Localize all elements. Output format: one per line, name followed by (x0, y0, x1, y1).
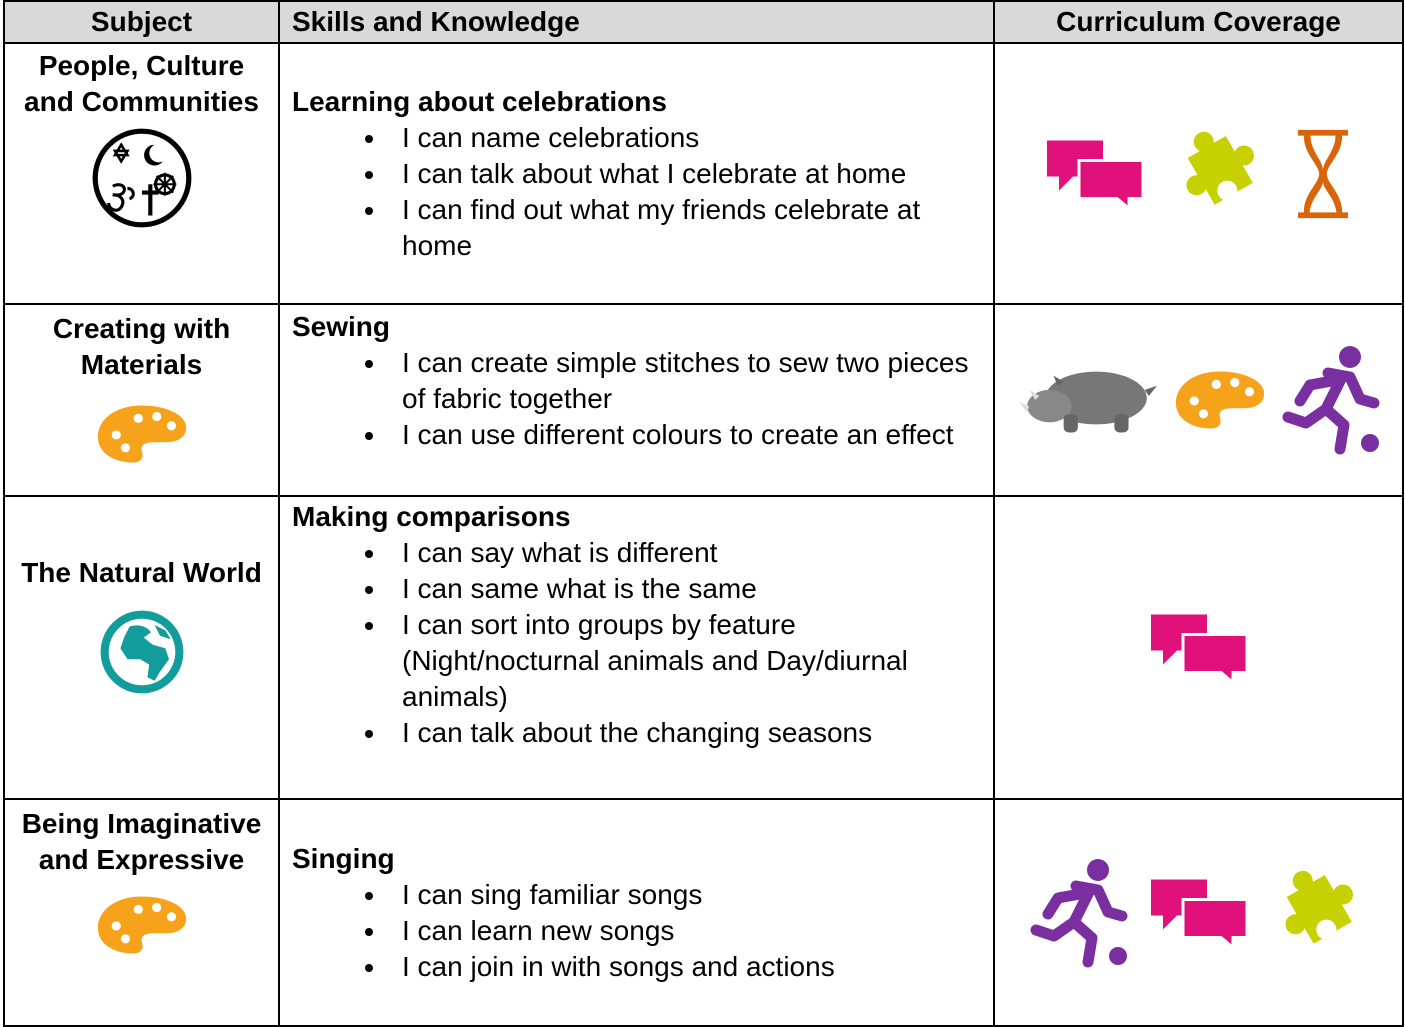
skill-list: I can sing familiar songs I can learn ne… (292, 877, 985, 985)
header-row: Subject Skills and Knowledge Curriculum … (3, 0, 1404, 44)
palette-icon (96, 401, 188, 467)
coverage-cell (993, 303, 1404, 497)
skill-item: I can talk about what I celebrate at hom… (388, 156, 985, 192)
header-cell: Skills and Knowledge (278, 0, 995, 44)
hourglass-icon (1294, 126, 1352, 222)
coverage-cell (993, 798, 1404, 1027)
skills-cell: Singing I can sing familiar songs I can … (278, 798, 995, 1027)
skill-item: I can learn new songs (388, 913, 985, 949)
puzzle-icon (1269, 863, 1369, 963)
speech-icon (1149, 610, 1249, 685)
runner-icon (1280, 345, 1380, 455)
skill-list: I can create simple stitches to sew two … (292, 345, 985, 453)
subject: Being Imaginative and Expressive (21, 808, 262, 875)
coverage-cell (993, 495, 1404, 800)
row: People, Culture and Communities Learning… (3, 42, 1404, 305)
header-cell: Curriculum Coverage (993, 0, 1404, 44)
skill-list: I can name celebrations I can talk about… (292, 120, 985, 264)
subject-cell: The Natural World (3, 495, 280, 800)
palette-icon (96, 892, 188, 958)
puzzle-icon (1170, 124, 1270, 224)
skill-item: I can find out what my friends celebrate… (388, 192, 985, 264)
subject-cell: People, Culture and Communities (3, 42, 280, 305)
skill-item: I can name celebrations (388, 120, 985, 156)
curriculum-table: Subject Skills and Knowledge Curriculum … (3, 0, 1404, 1027)
skill-item: I can sort into groups by feature (Night… (388, 607, 985, 715)
runner-icon (1028, 858, 1128, 968)
subject-cell: Creating with Materials (3, 303, 280, 497)
subject: People, Culture and Communities (24, 50, 259, 117)
skill-heading: Learning about celebrations (292, 85, 667, 117)
skill-heading: Singing (292, 842, 395, 874)
skills-cell: Learning about celebrations I can name c… (278, 42, 995, 305)
rhino-icon (1017, 359, 1159, 441)
skill-item: I can create simple stitches to sew two … (388, 345, 985, 417)
skill-item: I can same what is the same (388, 571, 985, 607)
skill-heading: Sewing (292, 311, 391, 342)
row: Creating with Materials Sewing I can cre… (3, 303, 1404, 497)
row: Being Imaginative and Expressive Singing… (3, 798, 1404, 1027)
faiths-icon (90, 126, 194, 230)
skill-item: I can use different colours to create an… (388, 417, 985, 453)
skill-item: I can talk about the changing seasons (388, 715, 985, 751)
speech-icon (1045, 136, 1145, 211)
subject-cell: Being Imaginative and Expressive (3, 798, 280, 1027)
speech-icon (1149, 875, 1249, 950)
header-cell: Subject (3, 0, 280, 44)
skill-heading: Making comparisons (292, 501, 571, 532)
skill-item: I can sing familiar songs (388, 877, 985, 913)
skills-cell: Making comparisons I can say what is dif… (278, 495, 995, 800)
subject: Creating with Materials (52, 313, 231, 380)
globe-icon (97, 607, 187, 697)
skill-item: I can say what is different (388, 535, 985, 571)
skill-item: I can join in with songs and actions (388, 949, 985, 985)
coverage-cell (993, 42, 1404, 305)
subject: The Natural World (21, 557, 262, 588)
skill-list: I can say what is different I can same w… (292, 535, 985, 751)
palette-icon (1174, 367, 1266, 433)
row: The Natural World Making comparisons I c… (3, 495, 1404, 800)
skills-cell: Sewing I can create simple stitches to s… (278, 303, 995, 497)
